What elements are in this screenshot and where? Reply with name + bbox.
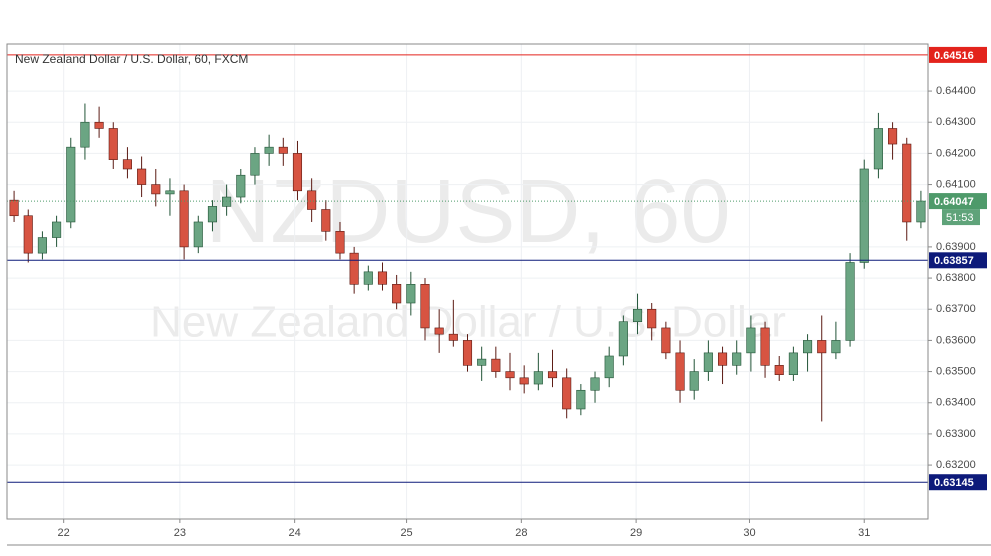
candle-body	[689, 371, 699, 391]
candle-body	[873, 128, 883, 170]
candle-body	[477, 358, 487, 366]
candle-body	[760, 327, 770, 366]
candle-body	[321, 209, 331, 232]
x-tick-label: 24	[289, 527, 301, 539]
y-tick-label: 0.63200	[936, 459, 976, 471]
y-tick-label: 0.64200	[936, 147, 976, 159]
x-tick-label: 31	[858, 527, 870, 539]
candle-body	[547, 371, 558, 379]
candle-body	[647, 308, 657, 329]
candle-body	[363, 271, 373, 285]
candle-body	[576, 389, 586, 410]
candle-body	[307, 190, 317, 210]
candle-body	[292, 153, 303, 192]
candle-body	[420, 284, 430, 329]
candle-body	[491, 358, 501, 372]
candle-body	[406, 284, 416, 304]
plot	[7, 44, 928, 519]
candle-body	[264, 146, 274, 154]
candle-body	[661, 327, 671, 354]
candle-body	[137, 168, 147, 185]
candle-body	[817, 340, 827, 354]
level-label-box	[929, 474, 987, 491]
y-tick-label: 0.64100	[936, 178, 976, 190]
x-tick-label: 23	[174, 527, 186, 539]
candle-body	[278, 146, 288, 154]
candle-body	[562, 377, 572, 410]
y-tick-label: 0.63300	[936, 428, 976, 440]
candle-body	[448, 333, 458, 341]
candle-body	[37, 237, 47, 254]
candle-body	[193, 221, 203, 248]
candle-body	[94, 121, 104, 129]
candle-body	[250, 153, 260, 176]
candle-body	[236, 174, 246, 198]
candle-body	[803, 340, 813, 354]
countdown-box	[942, 209, 980, 226]
y-tick-label: 0.63900	[936, 241, 976, 253]
x-tick-label: 30	[743, 527, 755, 539]
candle-body	[108, 128, 118, 160]
candle-body	[462, 340, 473, 366]
y-tick-label: 0.64300	[936, 116, 976, 128]
candle-body	[717, 352, 728, 366]
candle-body	[165, 190, 175, 195]
candle-body	[377, 271, 388, 285]
y-tick-label: 0.63800	[936, 272, 976, 284]
candle-body	[774, 365, 784, 375]
y-tick-label: 0.64400	[936, 85, 976, 97]
candle-body	[519, 377, 529, 385]
candle-body	[831, 340, 841, 354]
level-label-box	[929, 252, 987, 269]
x-tick-label: 28	[515, 527, 527, 539]
candle-body	[788, 352, 798, 375]
chart-title: New Zealand Dollar / U.S. Dollar, 60, FX…	[15, 52, 248, 66]
level-label-box	[929, 193, 987, 210]
candle-body	[902, 143, 912, 223]
candle-body	[590, 377, 600, 391]
y-tick-label: 0.63400	[936, 397, 976, 409]
candle-body	[23, 215, 33, 254]
candle-body	[80, 121, 90, 148]
candle-body	[52, 221, 62, 238]
candle-body	[859, 168, 869, 263]
level-label: 0.64047	[934, 196, 974, 208]
level-label: 0.64516	[934, 50, 974, 62]
candle-body	[505, 371, 515, 379]
candle-body	[122, 159, 132, 170]
candle-body	[675, 352, 685, 391]
candle-body	[207, 206, 218, 223]
plot-frame	[6, 43, 929, 520]
level-label-box	[929, 46, 987, 63]
candle-body	[434, 327, 444, 335]
countdown: 51:53	[946, 212, 974, 224]
candle-body	[349, 252, 359, 285]
candle-body	[9, 199, 19, 217]
candle-body	[888, 128, 898, 145]
candle-body	[66, 146, 76, 223]
candle-body	[604, 355, 614, 379]
candle-body	[335, 231, 345, 254]
x-tick-label: 29	[630, 527, 642, 539]
candle-body	[533, 371, 543, 385]
candle-body	[845, 262, 855, 341]
candle-body	[703, 352, 713, 372]
candle-body	[732, 352, 742, 366]
candle-body	[746, 327, 756, 354]
candle-body	[151, 184, 161, 195]
y-tick-label: 0.63600	[936, 334, 976, 346]
y-tick-label: 0.63700	[936, 303, 976, 315]
x-tick-label: 25	[400, 527, 412, 539]
candle-body	[392, 284, 402, 304]
candle-body	[179, 190, 189, 248]
y-tick-label: 0.63500	[936, 365, 976, 377]
x-tick-label: 22	[58, 527, 70, 539]
candle-body	[916, 200, 926, 223]
candle-body	[222, 196, 232, 207]
candle-body	[632, 308, 643, 323]
candle-body	[618, 321, 628, 357]
level-label: 0.63145	[934, 477, 974, 489]
level-label: 0.63857	[934, 255, 974, 267]
